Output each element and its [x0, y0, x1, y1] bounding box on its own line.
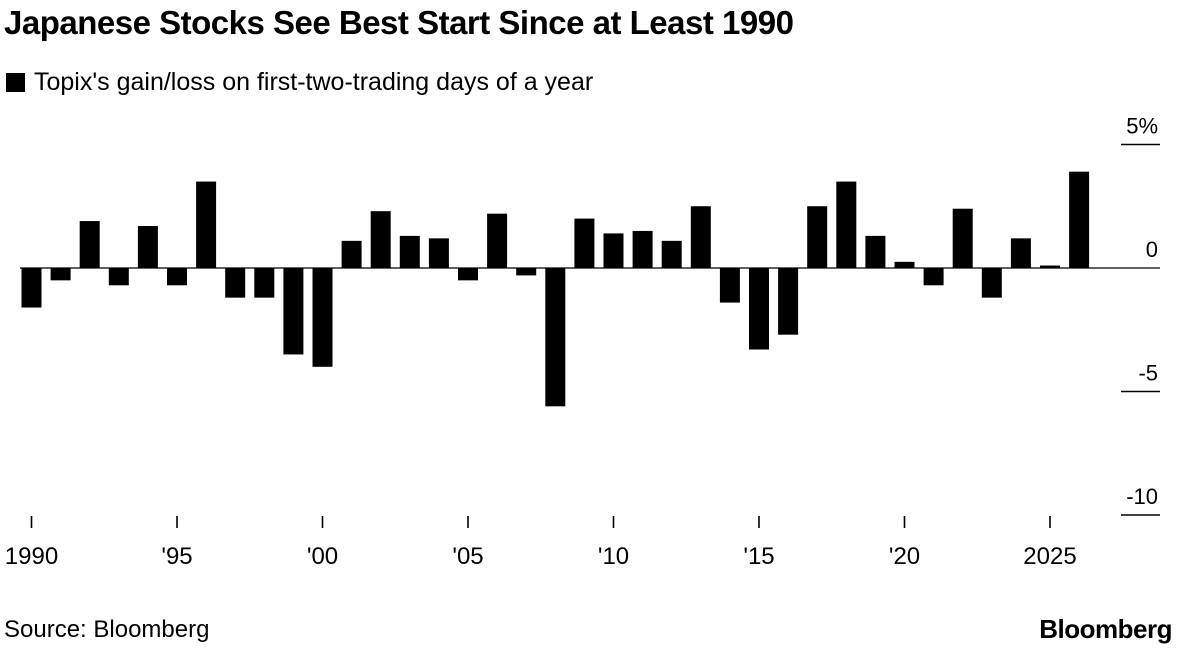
y-tick-label: 0 [1146, 237, 1158, 262]
bar-1997 [225, 268, 246, 298]
bar-1995 [167, 268, 187, 286]
bar-2014 [719, 268, 740, 303]
bar-2020 [894, 261, 915, 268]
bar-2017 [807, 206, 828, 268]
bar-2009 [574, 218, 595, 268]
bar-1994 [137, 226, 158, 268]
x-tick-label: '95 [161, 543, 192, 570]
bar-2015 [749, 268, 769, 350]
x-tick-label: 2025 [1023, 543, 1076, 570]
y-tick-label: -5 [1138, 361, 1158, 386]
legend-swatch-icon [6, 73, 25, 92]
bar-2000 [312, 268, 333, 367]
bar-1999 [283, 268, 304, 355]
y-tick-label: 5% [1126, 114, 1158, 139]
brand-logo: Bloomberg [1039, 614, 1172, 644]
bar-2006 [487, 213, 508, 268]
bar-2007 [516, 268, 537, 276]
x-tick-label: '05 [452, 543, 483, 570]
bar-2013 [690, 206, 711, 268]
y-axis: 5% 0 -5 -10 [1121, 114, 1160, 516]
bar-1990 [21, 268, 42, 308]
legend: Topix's gain/loss on first-two-trading d… [6, 68, 593, 97]
bar-2008 [545, 268, 566, 407]
bar-1996 [196, 181, 217, 268]
bar-1991 [50, 268, 71, 281]
bar-2002 [370, 211, 391, 268]
bars-group [21, 171, 1090, 407]
x-tick-label: '20 [889, 543, 920, 570]
x-tick-label: '10 [598, 543, 629, 570]
bar-2024 [1010, 238, 1031, 268]
bar-2010 [603, 233, 624, 268]
bar-2004 [428, 238, 449, 268]
bar-2022 [952, 208, 973, 268]
bar-1998 [254, 268, 275, 298]
bar-2019 [865, 235, 886, 268]
bar-2016 [778, 268, 799, 335]
bar-2011 [632, 230, 653, 268]
bar-1993 [108, 268, 129, 286]
bar-2005 [458, 268, 478, 281]
bar-2025 [1040, 265, 1060, 268]
x-axis: 1990 '95 '00 '05 '10 '15 '20 2025 [5, 516, 1077, 570]
bar-2018 [836, 181, 857, 268]
bar-2012 [661, 240, 682, 268]
y-tick-label: -10 [1126, 484, 1158, 509]
bar-2023 [981, 268, 1002, 298]
bar-2026 [1069, 171, 1090, 268]
bar-2021 [923, 268, 944, 286]
bar-2001 [341, 240, 362, 268]
source-note: Source: Bloomberg [4, 616, 210, 643]
bar-1992 [79, 221, 100, 268]
x-tick-label: 1990 [5, 543, 58, 570]
x-tick-label: '00 [307, 543, 338, 570]
bar-2003 [399, 235, 420, 268]
x-tick-label: '15 [743, 543, 774, 570]
chart-title: Japanese Stocks See Best Start Since at … [4, 4, 794, 41]
legend-label: Topix's gain/loss on first-two-trading d… [34, 68, 594, 96]
